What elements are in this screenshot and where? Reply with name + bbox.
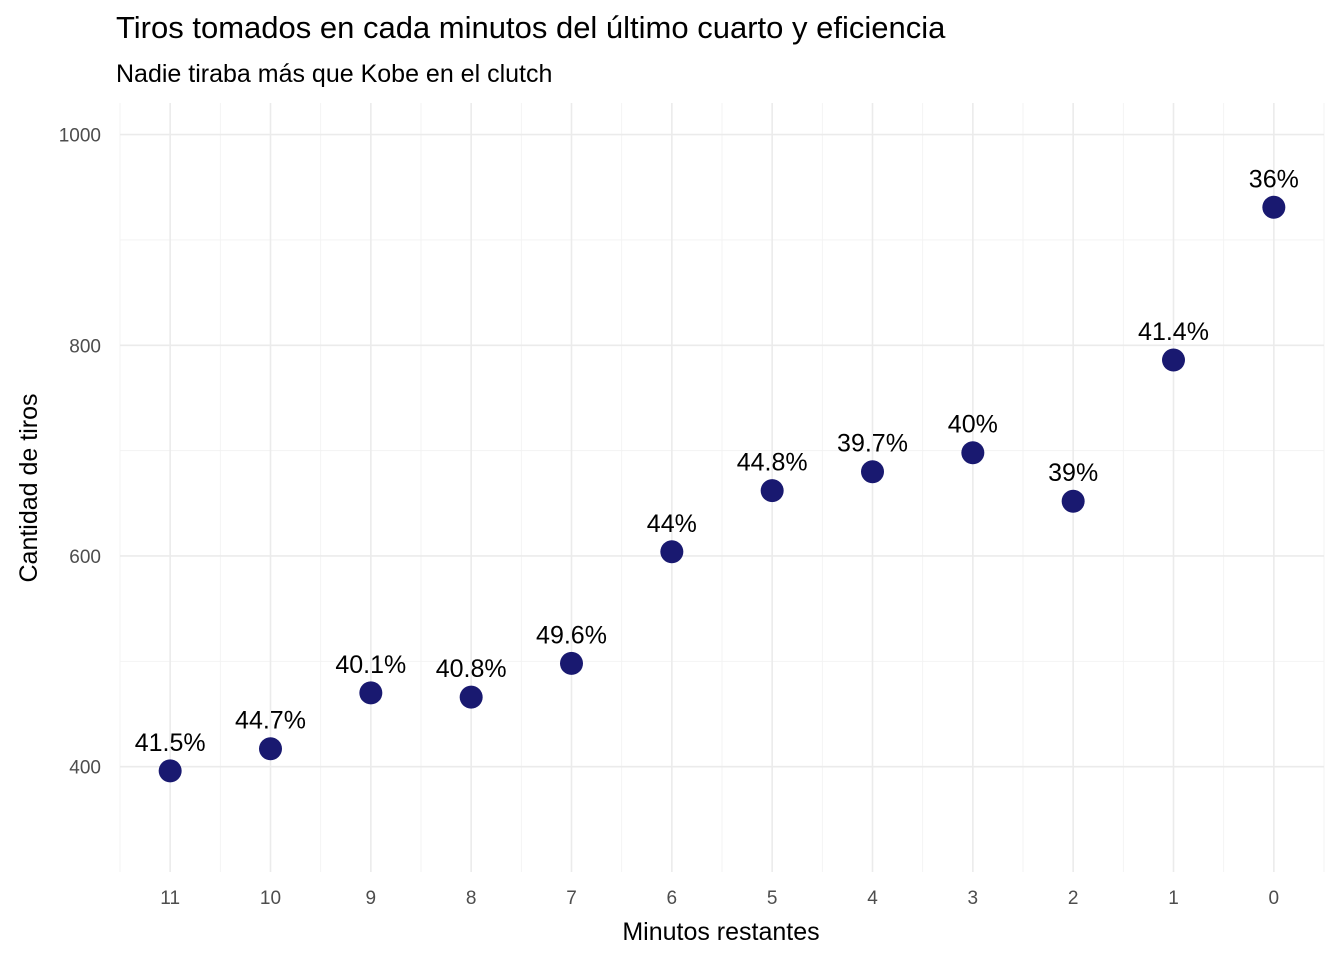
data-label: 39% bbox=[1048, 459, 1098, 487]
x-tick-label: 9 bbox=[366, 888, 377, 909]
x-tick-label: 5 bbox=[767, 888, 778, 909]
data-point bbox=[259, 737, 282, 761]
data-label: 40.8% bbox=[436, 655, 507, 683]
x-tick-label: 1 bbox=[1168, 888, 1179, 909]
x-tick-label: 3 bbox=[968, 888, 979, 909]
data-label: 44.8% bbox=[737, 449, 808, 477]
data-point bbox=[760, 479, 784, 503]
data-labels: 41.5% 44.7% 40.1% 40.8% 49.6% 44% 44.8% 39.7% 40… bbox=[135, 165, 1299, 757]
y-axis-title: Cantidad de tiros bbox=[15, 393, 43, 582]
y-tick-label: 1000 bbox=[59, 126, 101, 147]
y-tick-label: 400 bbox=[69, 758, 101, 779]
data-points bbox=[158, 195, 1286, 783]
x-tick-label: 10 bbox=[260, 888, 281, 909]
x-tick-label: 8 bbox=[466, 888, 477, 909]
x-tick-label: 2 bbox=[1068, 888, 1079, 909]
x-axis-title: Minutos restantes bbox=[622, 918, 819, 946]
chart-title: Tiros tomados en cada minutos del último… bbox=[116, 10, 946, 45]
data-point bbox=[359, 681, 383, 705]
data-label: 40% bbox=[948, 411, 998, 439]
chart-subtitle: Nadie tiraba más que Kobe en el clutch bbox=[116, 60, 553, 88]
data-point bbox=[1061, 489, 1085, 513]
y-tick-label: 600 bbox=[69, 547, 101, 568]
x-tick-label: 11 bbox=[160, 888, 180, 909]
data-label: 41.4% bbox=[1138, 318, 1209, 346]
data-point bbox=[961, 441, 985, 465]
x-axis-ticks: 11 10 9 8 7 6 5 4 3 2 1 0 bbox=[160, 888, 1279, 909]
y-axis-ticks: 400 600 800 1000 bbox=[59, 126, 101, 779]
data-label: 44.7% bbox=[235, 707, 306, 735]
y-tick-label: 800 bbox=[69, 336, 101, 357]
data-label: 39.7% bbox=[837, 430, 908, 458]
x-tick-label: 6 bbox=[667, 888, 678, 909]
data-point bbox=[560, 651, 583, 675]
data-label: 49.6% bbox=[536, 621, 607, 649]
data-label: 44% bbox=[647, 510, 697, 538]
data-label: 40.1% bbox=[335, 651, 406, 679]
data-label: 36% bbox=[1249, 165, 1299, 193]
grid-lines bbox=[119, 103, 1325, 872]
data-point bbox=[1162, 348, 1185, 372]
x-tick-label: 7 bbox=[566, 888, 577, 909]
data-label: 41.5% bbox=[135, 729, 206, 757]
x-tick-label: 4 bbox=[867, 888, 878, 909]
x-tick-label: 0 bbox=[1269, 888, 1280, 909]
data-point bbox=[459, 685, 483, 709]
data-point bbox=[861, 460, 884, 484]
data-point bbox=[660, 540, 684, 564]
data-point bbox=[1262, 195, 1286, 219]
data-point bbox=[158, 759, 182, 783]
